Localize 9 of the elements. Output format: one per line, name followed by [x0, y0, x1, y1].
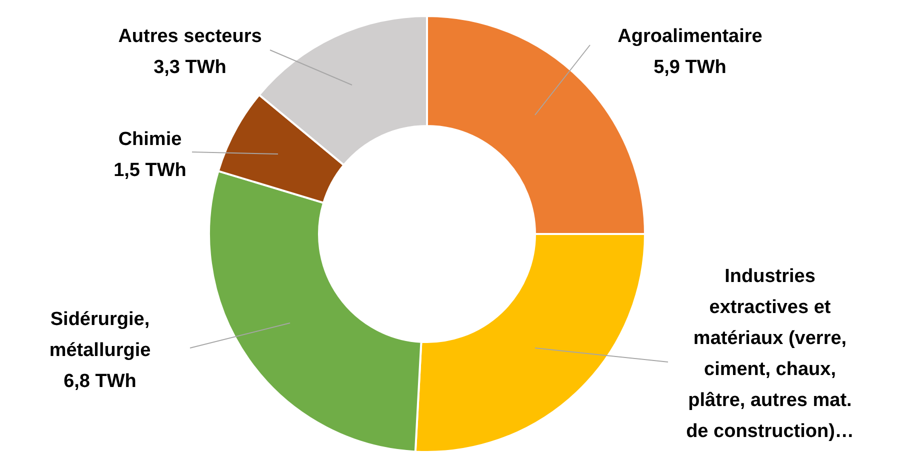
data-label: 1,5 TWh	[114, 160, 186, 181]
data-label: 3,3 TWh	[154, 57, 226, 78]
slice-label: Agroalimentaire	[618, 26, 762, 47]
slice-label: Sidérurgie, métallurgie	[49, 309, 151, 361]
slice-label: Autres secteurs	[118, 26, 262, 47]
slice-label: Chimie	[118, 129, 182, 150]
slice-label: Industries extractives et matériaux (verre, ciment, chaux, plâtre, autres mat. de construction)…	[686, 266, 854, 442]
data-label: 6,8 TWh	[64, 371, 136, 392]
data-label: 5,9 TWh	[654, 57, 726, 78]
